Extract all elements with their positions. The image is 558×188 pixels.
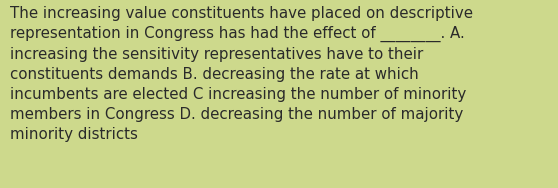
Text: The increasing value constituents have placed on descriptive
representation in C: The increasing value constituents have p… — [10, 6, 473, 142]
